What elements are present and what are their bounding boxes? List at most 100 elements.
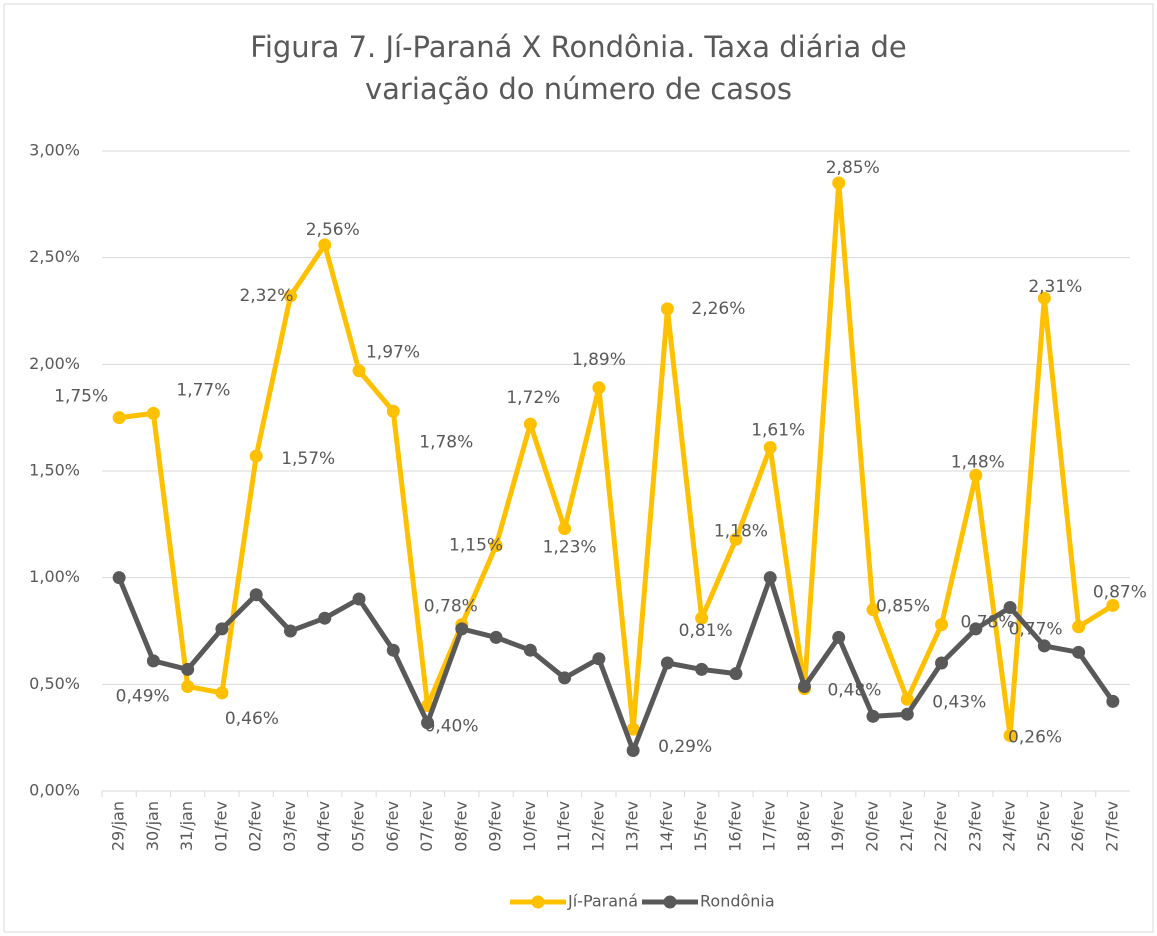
- y-tick-label: 1,50%: [29, 461, 80, 480]
- data-label: 2,56%: [306, 220, 360, 240]
- x-tick-label: 29/jan: [109, 801, 128, 851]
- x-tick-label: 09/fev: [486, 801, 505, 852]
- data-point: [900, 707, 914, 721]
- data-point: [558, 671, 572, 685]
- data-label: 1,23%: [543, 538, 597, 558]
- y-tick-label: 1,00%: [29, 567, 80, 586]
- data-point: [146, 654, 160, 668]
- data-point: [797, 679, 811, 693]
- data-label: 0,48%: [827, 681, 881, 701]
- data-label: 0,78%: [961, 613, 1015, 633]
- data-point: [386, 404, 400, 418]
- data-point: [249, 449, 263, 463]
- data-label: 0,29%: [658, 737, 712, 757]
- data-point: [1003, 601, 1017, 615]
- legend-label: Rondônia: [700, 892, 775, 911]
- legend-label: Jí-Paraná: [567, 892, 638, 911]
- x-tick-label: 31/jan: [177, 801, 196, 851]
- data-label: 2,26%: [691, 299, 745, 319]
- data-point: [489, 630, 503, 644]
- data-point: [283, 624, 297, 638]
- data-point: [763, 441, 777, 455]
- data-point: [592, 381, 606, 395]
- x-tick-label: 02/fev: [246, 801, 265, 852]
- data-point: [626, 722, 640, 736]
- y-tick-label: 0,00%: [29, 781, 80, 800]
- x-tick-label: 25/fev: [1034, 801, 1053, 852]
- data-label: 2,85%: [826, 158, 880, 178]
- data-point: [421, 716, 435, 730]
- x-tick-label: 08/fev: [451, 801, 470, 852]
- data-point: [523, 417, 537, 431]
- x-tick-label: 05/fev: [349, 801, 368, 852]
- x-tick-label: 12/fev: [588, 801, 607, 852]
- data-point: [249, 588, 263, 602]
- data-point: [1106, 598, 1120, 612]
- data-point: [146, 406, 160, 420]
- data-point: [558, 522, 572, 536]
- data-point: [729, 532, 743, 546]
- x-tick-label: 16/fev: [725, 801, 744, 852]
- data-point: [318, 611, 332, 625]
- x-tick-label: 23/fev: [965, 801, 984, 852]
- x-tick-label: 26/fev: [1068, 801, 1087, 852]
- series-line: [118, 180, 1115, 739]
- x-tick-label: 14/fev: [657, 801, 676, 852]
- x-tick-label: 01/fev: [211, 801, 230, 852]
- data-label: 1,78%: [419, 432, 473, 452]
- data-label: 1,97%: [366, 343, 420, 363]
- data-point: [1037, 639, 1051, 653]
- x-tick-label: 30/jan: [143, 801, 162, 851]
- data-label: 0,46%: [225, 709, 279, 729]
- chart-title: Figura 7. Jí-Paraná X Rondônia. Taxa diá…: [250, 30, 907, 106]
- x-tick-label: 04/fev: [314, 801, 333, 852]
- data-point: [935, 656, 949, 670]
- legend-marker: [663, 895, 677, 909]
- data-label: 1,77%: [176, 380, 230, 400]
- y-tick-label: 2,50%: [29, 247, 80, 266]
- data-point: [660, 656, 674, 670]
- data-point: [935, 618, 949, 632]
- data-point: [455, 622, 469, 636]
- data-label: 0,43%: [932, 692, 986, 712]
- legend-marker: [531, 895, 545, 909]
- x-tick-label: 18/fev: [794, 801, 813, 852]
- data-label: 1,48%: [951, 452, 1005, 472]
- y-tick-label: 3,00%: [29, 141, 80, 160]
- data-point: [866, 603, 880, 617]
- x-tick-label: 19/fev: [828, 801, 847, 852]
- data-label: 1,61%: [751, 421, 805, 441]
- data-point: [695, 662, 709, 676]
- data-label: 1,15%: [449, 536, 503, 556]
- data-label: 2,32%: [239, 286, 293, 306]
- data-point: [969, 622, 983, 636]
- x-tick-label: 06/fev: [383, 801, 402, 852]
- data-point: [215, 686, 229, 700]
- data-label: 0,78%: [424, 597, 478, 617]
- data-point: [1072, 645, 1086, 659]
- data-point: [1003, 729, 1017, 743]
- y-tick-label: 2,00%: [29, 354, 80, 373]
- data-point: [660, 302, 674, 316]
- data-label: 0,87%: [1093, 582, 1147, 602]
- data-point: [866, 709, 880, 723]
- data-point: [283, 289, 297, 303]
- y-tick-label: 0,50%: [29, 674, 80, 693]
- data-label: 2,31%: [1028, 277, 1082, 297]
- data-label: 1,72%: [506, 388, 560, 408]
- x-tick-label: 20/fev: [863, 801, 882, 852]
- x-tick-label: 24/fev: [1000, 801, 1019, 852]
- data-point: [386, 643, 400, 657]
- data-label: 0,77%: [1009, 620, 1063, 640]
- data-label: 0,81%: [679, 621, 733, 641]
- data-label: 0,85%: [876, 597, 930, 617]
- data-point: [489, 539, 503, 553]
- series-line: [116, 575, 1115, 753]
- x-tick-label: 03/fev: [280, 801, 299, 852]
- data-point: [112, 411, 126, 425]
- data-label: 1,18%: [714, 521, 768, 541]
- data-point: [1072, 620, 1086, 634]
- data-point: [969, 468, 983, 482]
- data-point: [763, 571, 777, 585]
